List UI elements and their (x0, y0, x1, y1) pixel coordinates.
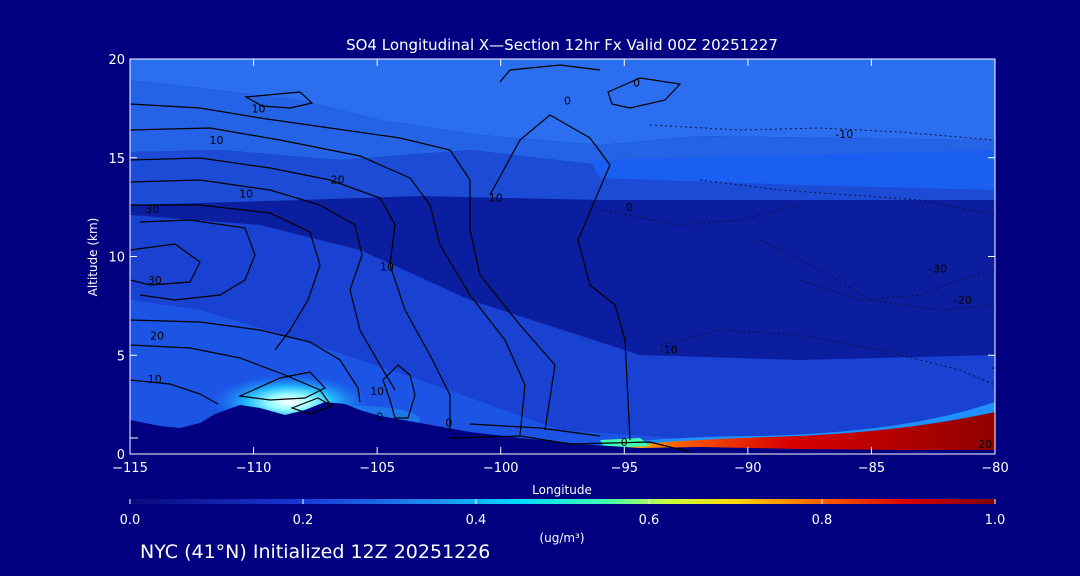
x-tick-label: −90 (734, 461, 761, 476)
contour-label: 0 (626, 201, 633, 214)
mid-band-fill (130, 150, 995, 205)
contour-line (290, 397, 334, 415)
contour-label: -10 (660, 343, 678, 356)
y-tick-label: 0 (117, 448, 125, 463)
plot-area: 10 10 0 0 10 20 30 30 20 10 10 0 10 10 0 0 0 -10 -10 -30 -20… (108, 53, 1008, 476)
contour-label: 10 (210, 134, 224, 147)
colorbar-tick-label: 0.8 (812, 513, 833, 528)
contour-line (130, 157, 451, 432)
y-tick-label: 15 (108, 152, 125, 167)
y-tick-label: 20 (108, 53, 125, 68)
contour-line (237, 371, 326, 401)
contour-label: 0 (445, 416, 452, 429)
contour-line (130, 379, 219, 405)
x-axis: −115 −110 −105 −100 −95 −90 −85 −80 (112, 59, 1009, 476)
contour-lines (130, 64, 691, 453)
contour-label: 10 (148, 373, 162, 386)
y-axis: 0 5 10 15 20 (108, 53, 995, 463)
contour-line (130, 179, 396, 391)
colorbar-tick-label: 0.4 (466, 513, 487, 528)
contour-line (130, 319, 361, 403)
contour-label: 10 (380, 260, 394, 273)
contour-line (139, 219, 256, 301)
contour-line (607, 77, 682, 109)
contour-label: 20 (331, 173, 345, 186)
upper-mid-fill (130, 80, 995, 175)
negative-contour (659, 329, 995, 386)
contour-line (130, 127, 526, 436)
x-tick-label: −105 (359, 461, 395, 476)
surface-hot-layer (620, 412, 995, 454)
y-tick-label: 5 (117, 349, 125, 364)
chart-title: SO4 Longitudinal X—Section 12hr Fx Valid… (346, 36, 778, 54)
contour-label: 10 (489, 191, 503, 204)
contour-label: 0 (621, 436, 628, 449)
contour-label: -30 (929, 262, 947, 275)
contour-line (130, 243, 201, 286)
contour-label: 0 (633, 77, 640, 90)
contour-line (489, 114, 631, 441)
colorbar-tick-label: 1.0 (985, 513, 1006, 528)
negative-contour (699, 179, 995, 216)
contour-line (244, 91, 314, 109)
y-axis-label: Altitude (km) (86, 218, 100, 297)
x-tick-label: −100 (483, 461, 519, 476)
upper-right-lobe (590, 150, 995, 190)
contour-label: 10 (370, 385, 384, 398)
contour-label: 0 (564, 94, 571, 107)
contour-line (469, 423, 601, 437)
initialization-caption: NYC (41°N) Initialized 12Z 20251226 (140, 541, 491, 563)
contour-label: 30 (148, 274, 162, 287)
contour-label: 10 (239, 187, 253, 200)
contour-label: -10 (835, 128, 853, 141)
contour-line (449, 435, 691, 453)
colorbar-gradient (130, 499, 995, 504)
x-tick-label: −85 (858, 461, 885, 476)
colorbar-label: (ug/m³) (539, 531, 584, 545)
contour-label: 20 (150, 330, 164, 343)
contour-label: -20 (954, 294, 972, 307)
contour-line (130, 344, 331, 405)
negative-contour (759, 239, 995, 311)
colorbar-tick-label: 0.6 (639, 513, 660, 528)
contour-label: 10 (252, 102, 266, 115)
contour-label: 0 (376, 410, 383, 423)
x-axis-label: Longitude (532, 483, 592, 497)
upper-band-fill (130, 59, 995, 145)
negative-contour-lines (599, 124, 995, 386)
y-tick-label: 10 (108, 251, 125, 266)
contour-line (382, 364, 416, 419)
concentration-field: 10 10 0 0 10 20 30 30 20 10 10 0 10 10 0 0 0 -10 -10 -30 -20… (130, 59, 1009, 454)
negative-contour (599, 204, 801, 226)
contour-labels: 10 10 0 0 10 20 30 30 20 10 10 0 10 10 0 0 0 -10 -10 -30 -20… (145, 77, 1009, 451)
negative-contour (649, 124, 995, 141)
contour-label: 20 (978, 438, 992, 451)
x-tick-label: −80 (981, 461, 1008, 476)
x-tick-label: −110 (236, 461, 272, 476)
terrain (130, 402, 995, 454)
contour-label: -10 (991, 361, 1009, 374)
x-tick-label: −115 (112, 461, 148, 476)
colorbar-ticks: 0.0 0.2 0.4 0.6 0.8 1.0 (120, 499, 1006, 528)
x-tick-label: −95 (611, 461, 638, 476)
colorbar-tick-label: 0.2 (293, 513, 314, 528)
colorbar-tick-label: 0.0 (120, 513, 141, 528)
contour-line (130, 204, 321, 351)
contour-line (130, 103, 556, 431)
contour-label: 30 (145, 203, 159, 216)
colorbar: 0.0 0.2 0.4 0.6 0.8 1.0 (ug/m³) (120, 499, 1006, 545)
contour-line (499, 64, 601, 83)
